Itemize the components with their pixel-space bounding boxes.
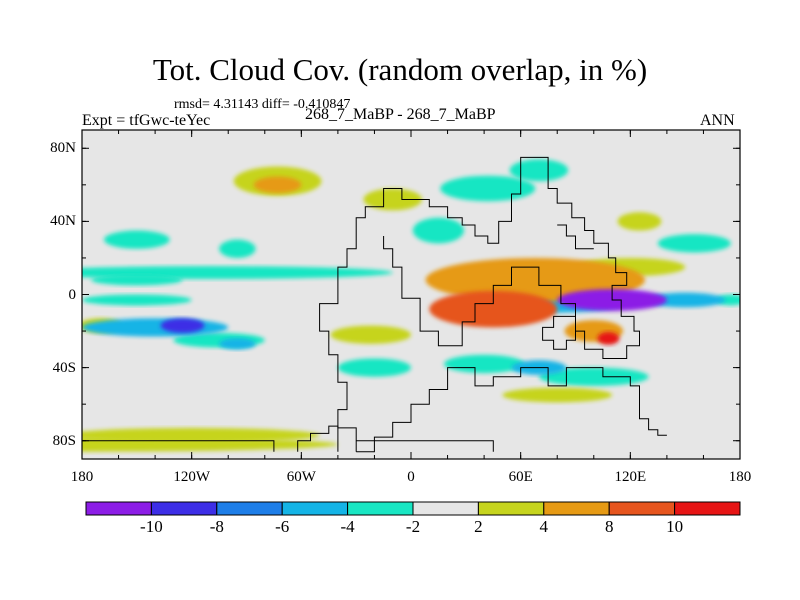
anomaly-patch [253, 176, 302, 194]
colorbar-swatch [216, 501, 283, 516]
anomaly-field [82, 159, 740, 452]
anomaly-patch [443, 354, 525, 374]
colorbar-label: -10 [140, 517, 163, 536]
colorbar-swatch [543, 501, 610, 516]
anomaly-patch [617, 212, 662, 231]
anomaly-patch [597, 331, 620, 345]
colorbar-swatch [281, 501, 349, 516]
colorbar-swatch [412, 501, 479, 516]
experiment-label: Expt = tfGwc-teYec [82, 112, 211, 129]
x-tick-label: 120E [614, 469, 647, 485]
colorbar-swatch [674, 501, 741, 516]
colorbar-swatch [347, 501, 414, 516]
x-tick-label: 120W [173, 469, 210, 485]
y-tick-label: 80N [50, 140, 76, 157]
anomaly-patch [363, 188, 422, 211]
colorbar-swatch [608, 501, 676, 516]
anomaly-patch [91, 274, 183, 286]
y-tick-label: 40S [52, 359, 76, 376]
colorbar-label: -2 [405, 517, 421, 536]
colorbar-label: 4 [539, 517, 549, 536]
anomaly-patch [82, 318, 229, 337]
anomaly-patch [644, 292, 726, 308]
anomaly-patch [160, 318, 205, 333]
anomaly-patch [330, 325, 411, 344]
anomaly-patch [82, 427, 320, 443]
coastline [297, 425, 339, 452]
coastline [356, 440, 494, 452]
y-tick-label: 40N [50, 213, 76, 230]
colorbar-swatch [85, 501, 152, 516]
anomaly-patch [337, 358, 412, 377]
colorbar-label: 2 [474, 517, 483, 536]
colorbar-label: 8 [604, 517, 614, 536]
x-tick-label: 180 [70, 469, 94, 485]
coastlines [82, 156, 667, 453]
anomaly-patch [502, 387, 613, 403]
coastline [542, 315, 576, 350]
x-tick-label: 60E [508, 469, 533, 485]
colorbar-label: 10 [666, 517, 684, 536]
colorbar-label: -6 [275, 517, 290, 536]
chart-title: Tot. Cloud Cov. (random overlap, in %) [152, 52, 648, 87]
colorbar-label: -8 [209, 517, 224, 536]
y-tick-label: 80S [52, 432, 76, 449]
anomaly-patch [657, 234, 731, 253]
season-label: ANN [700, 112, 735, 129]
axis-ticks [81, 130, 741, 459]
anomaly-patch [219, 338, 256, 350]
anomaly-patch [429, 290, 558, 328]
coastline [356, 367, 667, 453]
coastline [319, 156, 640, 452]
anomaly-patch [103, 230, 170, 249]
coastline [82, 440, 275, 452]
colorbar [85, 501, 741, 516]
anomaly-patch [219, 239, 256, 258]
stats-line: rmsd= 4.31143 diff= -0.410847 [174, 97, 351, 112]
x-tick-label: 0 [407, 469, 415, 485]
anomaly-patch [82, 294, 192, 306]
anomaly-patch [509, 159, 569, 182]
case-line: 268_7_MaBP - 268_7_MaBP [305, 106, 496, 123]
coastline [557, 224, 594, 250]
anomaly-patch [412, 217, 465, 244]
x-tick-label: 60W [286, 469, 316, 485]
colorbar-swatch [150, 501, 218, 516]
x-tick-label: 180 [728, 469, 752, 485]
colorbar-swatch [477, 501, 545, 516]
colorbar-label: -4 [340, 517, 355, 536]
y-tick-label: 0 [68, 286, 77, 303]
